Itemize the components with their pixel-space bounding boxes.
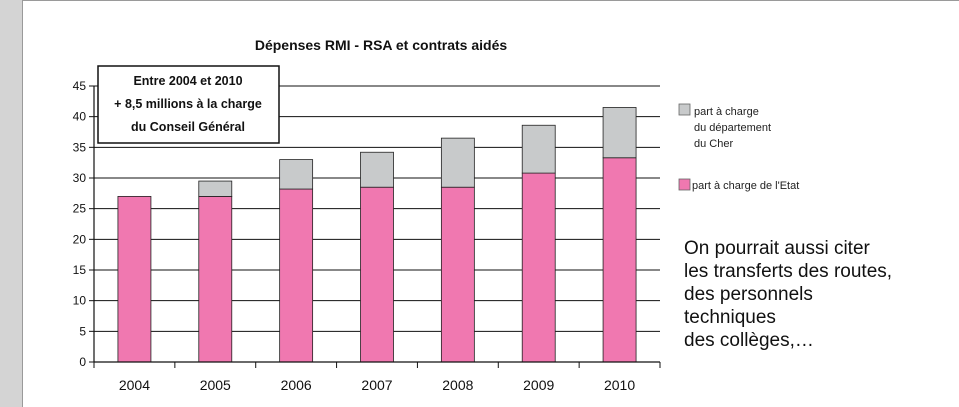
note-line-2: les transferts des routes, xyxy=(684,261,892,282)
stacked-bar-chart: Dépenses RMI - RSA et contrats aidés 0 5 1… xyxy=(73,37,892,393)
bar-departement-2009 xyxy=(521,124,556,174)
side-note: On pourrait aussi citer les transferts d… xyxy=(684,238,892,351)
y-tick-label: 45 xyxy=(73,79,87,93)
bar-etat-2006 xyxy=(279,188,314,363)
axes xyxy=(93,86,660,363)
y-tick-label: 5 xyxy=(79,324,86,338)
y-tick-label: 40 xyxy=(73,110,87,124)
bar-etat-2009 xyxy=(521,172,556,363)
y-tick-label: 0 xyxy=(79,355,86,369)
x-tick-label: 2006 xyxy=(281,377,312,393)
chart-panel: Dépenses RMI - RSA et contrats aidés 0 5 1… xyxy=(22,0,959,407)
legend: part à charge du département du Cher par… xyxy=(678,103,799,192)
note-line-5: des collèges,… xyxy=(684,330,814,351)
bar-etat-2010 xyxy=(602,157,637,363)
x-tick-label: 2009 xyxy=(523,377,554,393)
legend-label-departement-line-1: part à charge xyxy=(694,106,759,118)
y-tick-labels: 0 5 10 15 20 25 30 35 40 45 xyxy=(73,79,94,369)
y-tick-label: 15 xyxy=(73,263,87,277)
y-tick-label: 35 xyxy=(73,140,87,154)
bar-departement-2006 xyxy=(279,159,314,190)
note-line-1: On pourrait aussi citer xyxy=(684,238,871,259)
annotation-line-3: du Conseil Général xyxy=(131,120,245,134)
annotation-box: Entre 2004 et 2010 + 8,5 millions à la c… xyxy=(97,65,280,144)
bar-etat-2005 xyxy=(198,195,233,363)
x-tick-label: 2008 xyxy=(442,377,473,393)
annotation-line-2: + 8,5 millions à la charge xyxy=(114,97,262,111)
y-tick-label: 10 xyxy=(73,294,87,308)
note-line-3: des personnels xyxy=(684,284,813,305)
legend-label-departement-line-2: du département xyxy=(694,122,771,134)
legend-swatch-departement xyxy=(678,103,691,116)
legend-swatch-etat xyxy=(678,178,691,191)
bar-departement-2008 xyxy=(440,137,475,188)
y-tick-label: 25 xyxy=(73,202,87,216)
legend-label-departement-line-3: du Cher xyxy=(694,138,733,150)
legend-label-etat: part à charge de l'Etat xyxy=(692,180,799,192)
bar-etat-2004 xyxy=(117,195,152,363)
x-tick-label: 2004 xyxy=(119,377,150,393)
bars xyxy=(117,107,637,363)
bar-departement-2005 xyxy=(198,180,233,197)
annotation-frame xyxy=(97,65,280,144)
annotation-line-1: Entre 2004 et 2010 xyxy=(133,74,242,88)
chart-title: Dépenses RMI - RSA et contrats aidés xyxy=(255,37,508,53)
note-line-4: techniques xyxy=(684,307,776,328)
x-tick-label: 2005 xyxy=(200,377,231,393)
y-tick-label: 20 xyxy=(73,232,87,246)
y-tick-label: 30 xyxy=(73,171,87,185)
x-tick-label: 2007 xyxy=(361,377,392,393)
x-tick-label: 2010 xyxy=(604,377,635,393)
bar-departement-2007 xyxy=(360,151,394,188)
bar-departement-2010 xyxy=(602,107,637,159)
x-tick-labels: 2004 2005 2006 2007 2008 2009 2010 xyxy=(93,362,661,393)
bar-etat-2007 xyxy=(360,186,394,363)
bar-etat-2008 xyxy=(440,186,475,363)
